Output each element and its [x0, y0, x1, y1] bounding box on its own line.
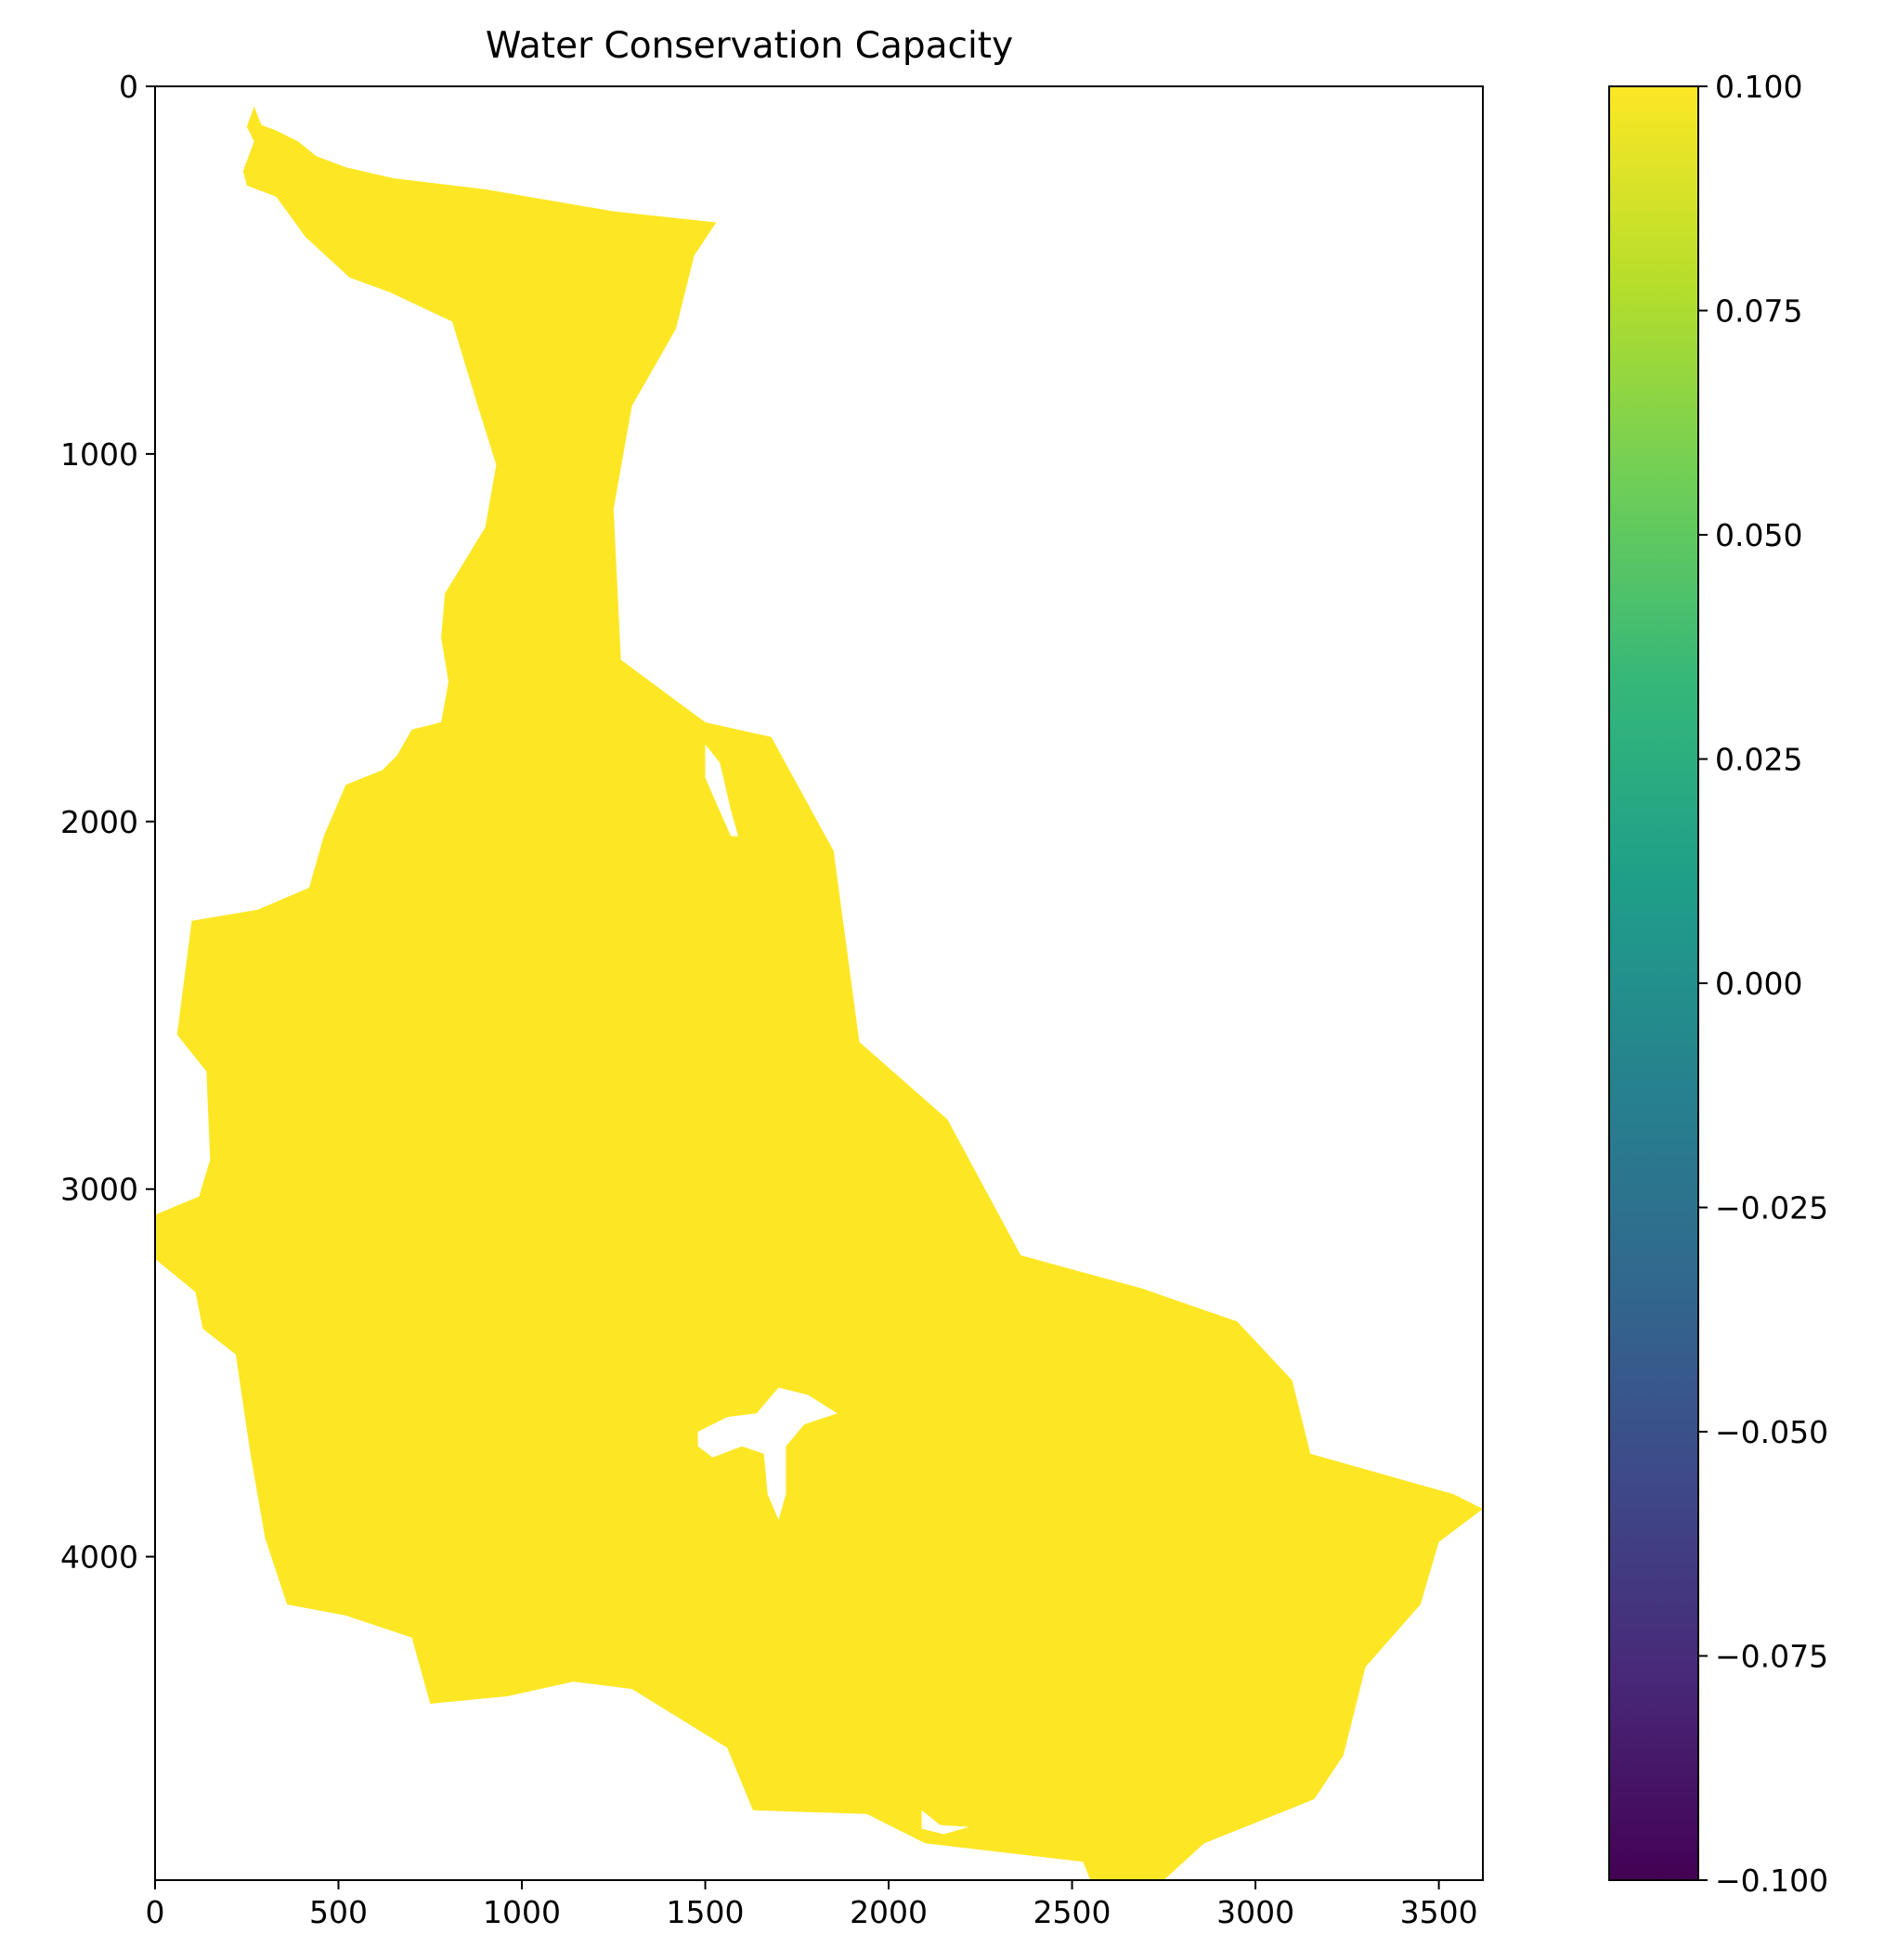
y-axis: 0 1000 2000 3000 4000	[60, 69, 155, 1576]
colorbar-tick-label: 0.050	[1715, 517, 1802, 553]
y-tick-label: 2000	[60, 804, 138, 840]
x-axis: 0 500 1000 1500 2000 2500 3000 3500	[146, 1880, 1478, 1930]
y-tick-label: 1000	[60, 436, 138, 473]
y-tick-label: 4000	[60, 1539, 138, 1576]
chart-title: Water Conservation Capacity	[486, 25, 1013, 67]
colorbar-tick-label: −0.100	[1715, 1863, 1828, 1899]
colorbar-tick-label: 0.000	[1715, 966, 1802, 1002]
colorbar-tick-label: −0.075	[1715, 1639, 1828, 1675]
y-tick-label: 3000	[60, 1172, 138, 1208]
colorbar: 0.100 0.075 0.050 0.025 0.000 −0.025 −0.050 −0.…	[1608, 69, 1828, 1899]
colorbar-tick-label: 0.075	[1715, 293, 1802, 330]
x-tick-label: 3000	[1216, 1894, 1294, 1930]
colorbar-tick-label: 0.025	[1715, 742, 1802, 778]
colorbar-tick-label: −0.050	[1715, 1414, 1828, 1450]
colorbar-tick-label: 0.100	[1715, 69, 1802, 105]
x-tick-label: 2000	[850, 1894, 928, 1930]
y-tick-label: 0	[119, 69, 138, 105]
x-tick-label: 3500	[1400, 1894, 1478, 1930]
colorbar-ticks: 0.100 0.075 0.050 0.025 0.000 −0.025 −0.050 −0.…	[1698, 69, 1828, 1899]
x-tick-label: 1000	[483, 1894, 561, 1930]
axes-frame	[154, 85, 1484, 1881]
x-tick-label: 0	[146, 1894, 165, 1930]
x-tick-label: 2500	[1033, 1894, 1111, 1930]
x-tick-label: 500	[309, 1894, 368, 1930]
plot-area	[154, 85, 1484, 1881]
colorbar-gradient	[1609, 86, 1698, 1880]
x-tick-label: 1500	[667, 1894, 745, 1930]
conservation-capacity-region	[155, 106, 1483, 1880]
colorbar-tick-label: −0.025	[1715, 1190, 1828, 1227]
